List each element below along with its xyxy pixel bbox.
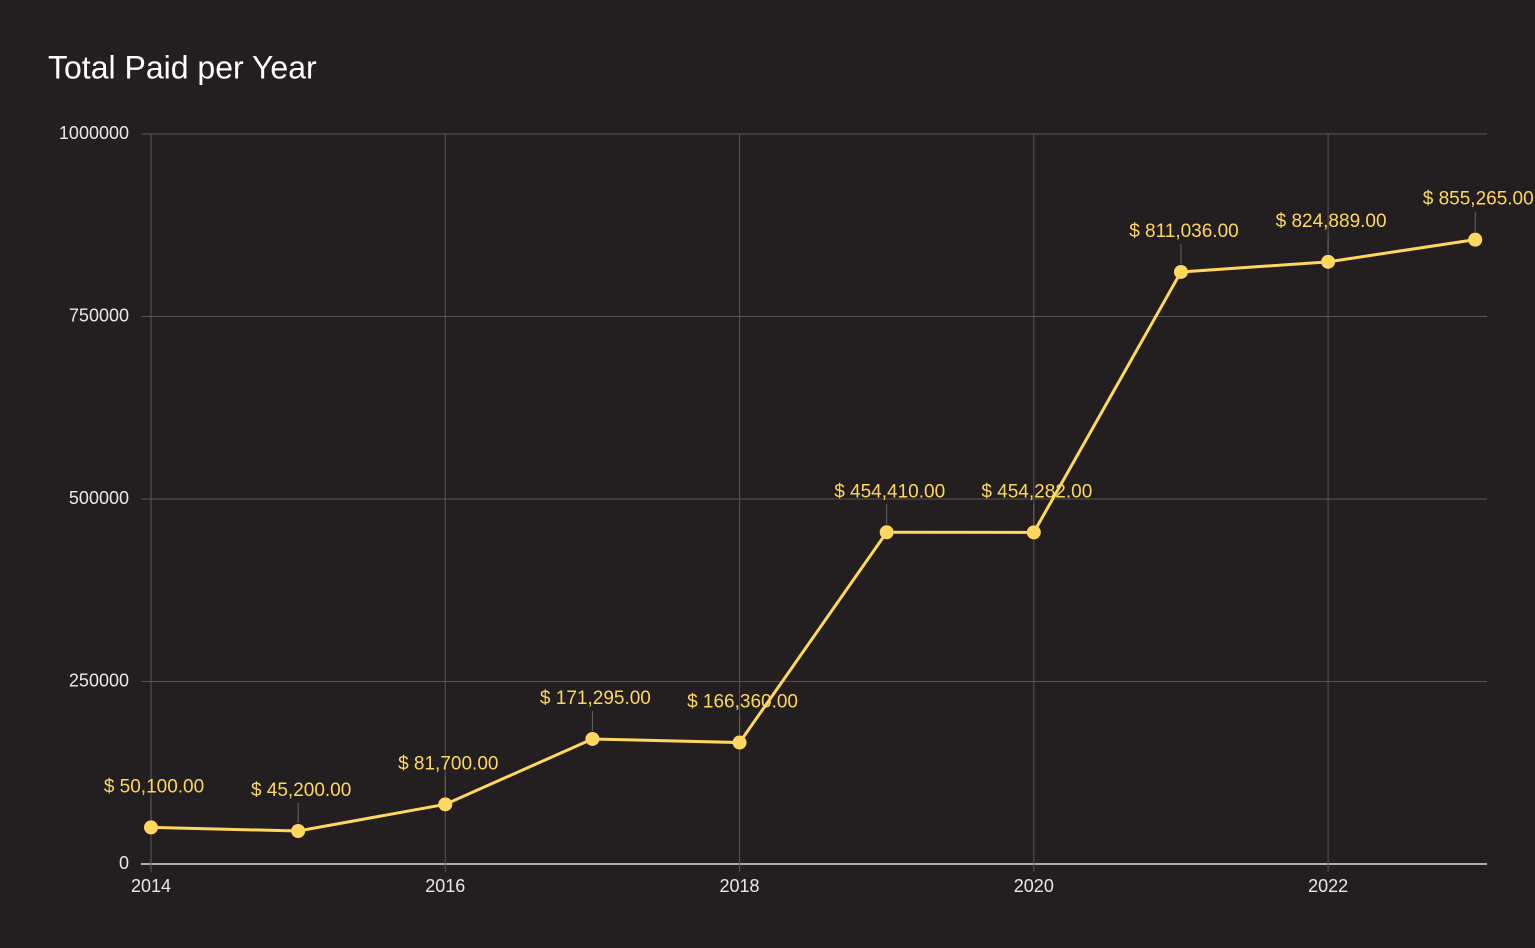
line xyxy=(150,238,1476,833)
point xyxy=(1173,264,1188,279)
data-label: $ 45,200.00 xyxy=(251,780,351,801)
chart-title: Total Paid per Year xyxy=(48,49,317,85)
y-tick-label: 1000000 xyxy=(59,123,129,143)
x-tick-label: 2014 xyxy=(131,876,171,896)
point xyxy=(291,824,306,839)
data-label: $ 811,036.00 xyxy=(1129,221,1239,242)
point xyxy=(438,797,453,812)
y-tick-label: 500000 xyxy=(69,488,129,508)
point xyxy=(1321,254,1336,269)
point xyxy=(1468,232,1483,247)
point xyxy=(1026,525,1041,540)
point xyxy=(585,731,600,746)
data-label: $ 50,100.00 xyxy=(104,776,204,797)
x-tick-label: 2018 xyxy=(720,876,760,896)
data-label: $ 171,295.00 xyxy=(540,688,651,709)
point xyxy=(144,820,158,835)
y-tick-label: 0 xyxy=(119,853,129,873)
data-label: $ 166,360.00 xyxy=(687,692,798,713)
point xyxy=(879,525,894,540)
x-tick-label: 2020 xyxy=(1014,876,1054,896)
data-label: $ 855,265.00 xyxy=(1423,189,1534,210)
data-label: $ 81,700.00 xyxy=(398,753,498,774)
point xyxy=(732,735,747,750)
data-label: $ 824,889.00 xyxy=(1276,211,1387,232)
y-tick-label: 250000 xyxy=(69,670,129,690)
x-tick-label: 2022 xyxy=(1308,876,1348,896)
data-label: $ 454,282.00 xyxy=(981,481,1092,502)
data-label: $ 454,410.00 xyxy=(834,481,945,502)
y-tick-label: 750000 xyxy=(69,305,129,325)
x-tick-label: 2016 xyxy=(425,876,465,896)
